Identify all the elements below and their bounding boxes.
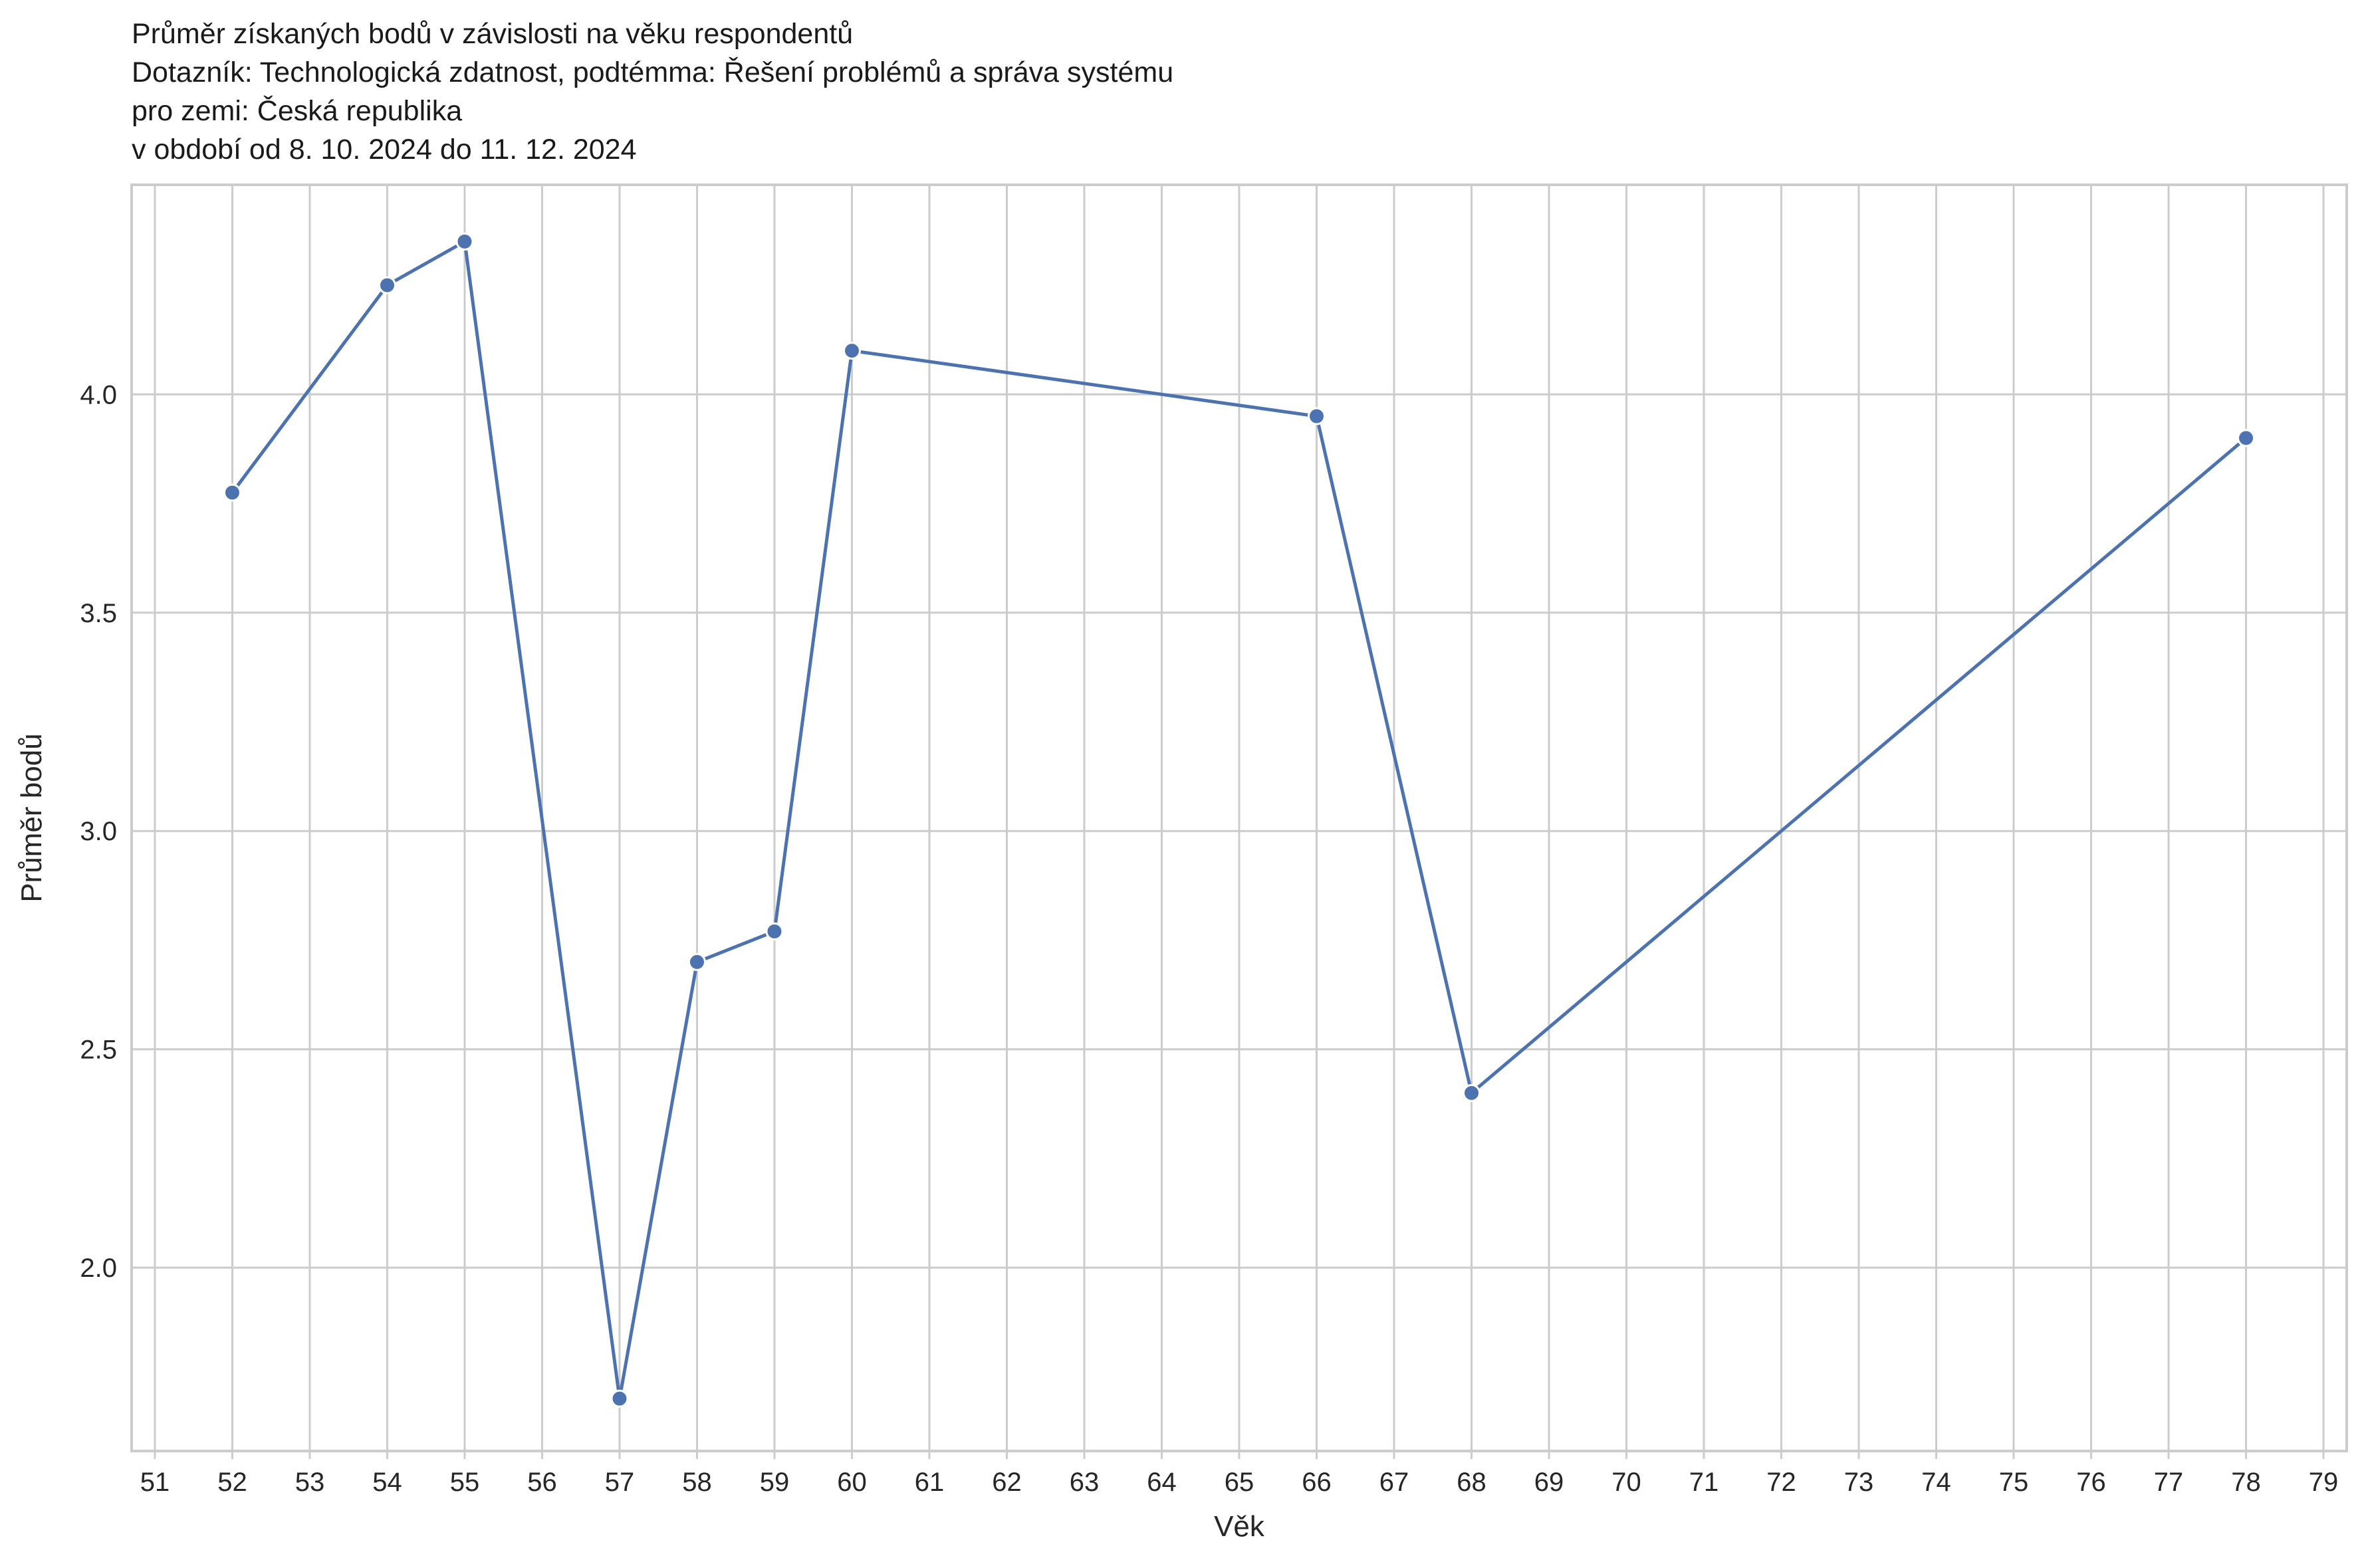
x-tick-label: 51: [140, 1468, 170, 1497]
chart-title-line-3: pro zemi: Česká republika: [132, 95, 463, 127]
x-tick-label: 78: [2231, 1468, 2261, 1497]
y-tick-label: 2.5: [80, 1036, 117, 1065]
x-tick-label: 79: [2309, 1468, 2339, 1497]
x-tick-label: 59: [760, 1468, 790, 1497]
x-tick-label: 61: [915, 1468, 945, 1497]
x-tick-label: 56: [527, 1468, 557, 1497]
x-tick-label: 73: [1844, 1468, 1874, 1497]
y-tick-label: 4.0: [80, 380, 117, 409]
x-tick-label: 76: [2076, 1468, 2106, 1497]
x-tick-label: 62: [992, 1468, 1022, 1497]
x-tick-label: 55: [450, 1468, 480, 1497]
chart-title-line-1: Průměr získaných bodů v závislosti na vě…: [132, 18, 854, 50]
chart-title: Průměr získaných bodů v závislosti na vě…: [132, 15, 1173, 169]
x-axis: 51 52 53 54 55 56 57 58 59 60 61 62 63 64 65 66 67 68 69 70…: [140, 1451, 2339, 1497]
x-axis-label: Věk: [1214, 1510, 1265, 1543]
x-tick-label: 60: [837, 1468, 867, 1497]
data-point: [378, 276, 396, 294]
x-tick-label: 54: [372, 1468, 402, 1497]
data-points: [223, 232, 2256, 1408]
data-point: [2237, 429, 2256, 447]
y-axis: 2.0 2.5 3.0 3.5 4.0: [80, 380, 117, 1283]
data-point: [455, 232, 474, 251]
x-tick-label: 58: [682, 1468, 712, 1497]
data-point: [687, 952, 706, 971]
x-tick-label: 52: [217, 1468, 247, 1497]
x-tick-label: 69: [1534, 1468, 1564, 1497]
x-tick-label: 74: [1921, 1468, 1951, 1497]
chart-title-line-4: v období od 8. 10. 2024 do 11. 12. 2024: [132, 134, 637, 166]
x-tick-label: 53: [295, 1468, 325, 1497]
data-point: [842, 342, 861, 360]
data-point: [765, 922, 784, 941]
x-tick-label: 77: [2154, 1468, 2184, 1497]
data-point: [1308, 407, 1326, 425]
chart-title-line-2: Dotazník: Technologická zdatnost, podtém…: [132, 56, 1174, 88]
data-point: [610, 1389, 629, 1408]
series-line: [231, 239, 2248, 1400]
data-point: [1463, 1083, 1481, 1102]
y-tick-label: 2.0: [80, 1254, 117, 1283]
x-tick-label: 67: [1379, 1468, 1409, 1497]
y-axis-label: Průměr bodů: [15, 733, 48, 902]
grid-lines: [132, 185, 2347, 1451]
y-tick-label: 3.0: [80, 817, 117, 846]
x-tick-label: 63: [1070, 1468, 1100, 1497]
x-tick-label: 75: [1999, 1468, 2029, 1497]
x-tick-label: 57: [605, 1468, 635, 1497]
x-tick-label: 65: [1225, 1468, 1254, 1497]
x-tick-label: 68: [1457, 1468, 1486, 1497]
y-tick-label: 3.5: [80, 599, 117, 628]
x-tick-label: 66: [1302, 1468, 1332, 1497]
x-tick-label: 70: [1611, 1468, 1641, 1497]
x-tick-label: 64: [1147, 1468, 1177, 1497]
x-tick-label: 72: [1766, 1468, 1796, 1497]
data-point: [223, 483, 241, 502]
x-tick-label: 71: [1689, 1468, 1719, 1497]
